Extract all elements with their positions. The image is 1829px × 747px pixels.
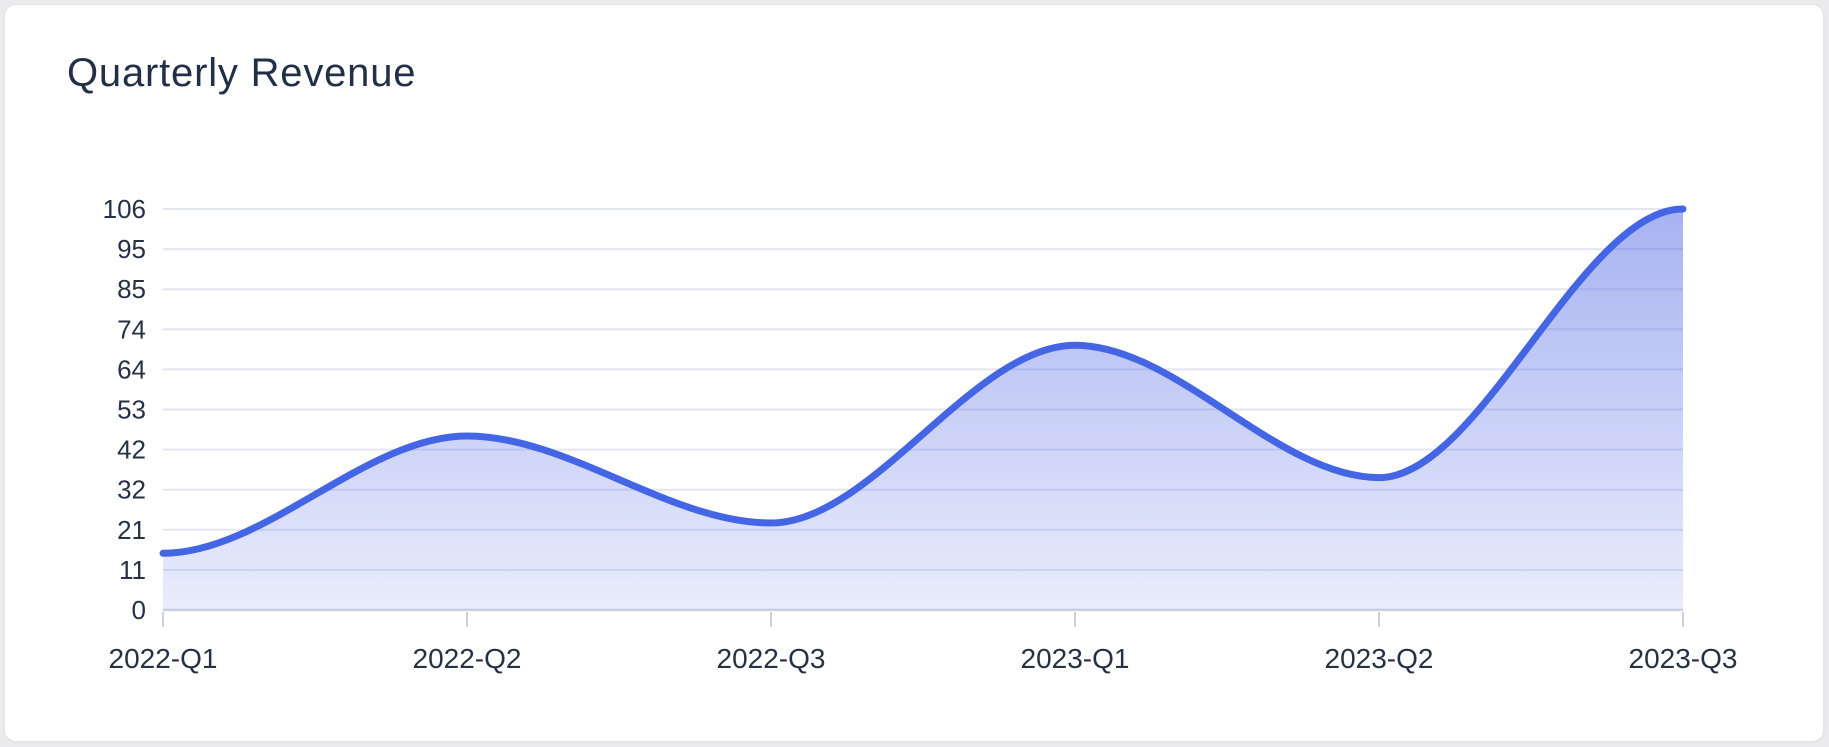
x-axis-label: 2022-Q3 bbox=[717, 643, 826, 674]
y-axis-label: 85 bbox=[117, 274, 146, 304]
x-axis-label: 2022-Q1 bbox=[109, 643, 218, 674]
x-axis-label: 2023-Q1 bbox=[1021, 643, 1130, 674]
y-axis-label: 0 bbox=[132, 595, 146, 625]
x-axis-label: 2023-Q2 bbox=[1325, 643, 1434, 674]
y-axis-label: 42 bbox=[117, 435, 146, 465]
y-axis-label: 32 bbox=[117, 475, 146, 505]
y-axis-label: 64 bbox=[117, 354, 146, 384]
revenue-area-fill bbox=[163, 209, 1683, 610]
x-axis-label: 2022-Q2 bbox=[413, 643, 522, 674]
revenue-line-series bbox=[159, 205, 1687, 557]
y-axis-label: 95 bbox=[117, 234, 146, 264]
y-axis-label: 106 bbox=[103, 194, 146, 224]
y-axis-label: 11 bbox=[119, 555, 146, 585]
y-axis-label: 53 bbox=[117, 395, 146, 425]
x-axis-label: 2023-Q3 bbox=[1629, 643, 1738, 674]
y-axis-label: 21 bbox=[117, 515, 146, 545]
y-axis-label: 74 bbox=[117, 314, 146, 344]
chart-title: Quarterly Revenue bbox=[67, 51, 417, 95]
